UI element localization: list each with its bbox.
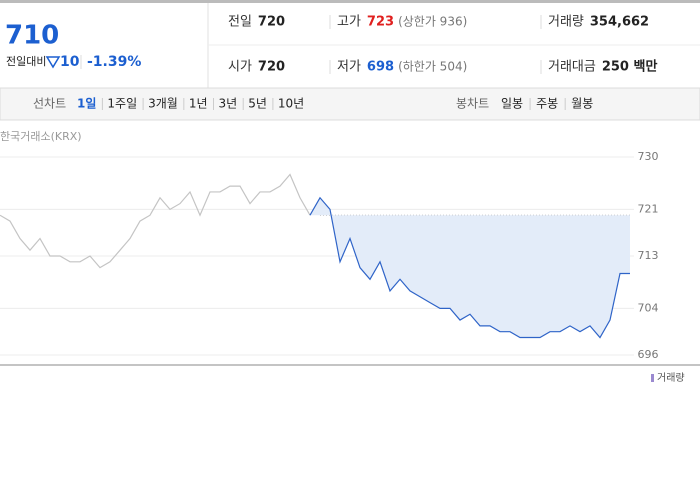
down-icon: [45, 56, 61, 69]
stat-label: 고가: [337, 15, 361, 30]
tab[interactable]: 주봉: [536, 97, 558, 111]
change-label: 전일대비: [6, 54, 46, 68]
y-tick-label: 730: [638, 150, 659, 163]
price-line: [0, 173, 311, 269]
tab[interactable]: 일봉: [501, 97, 523, 111]
legend-swatch: [651, 374, 654, 382]
stat-value: 354,662: [590, 15, 649, 30]
stat-label: 전일: [228, 15, 252, 30]
tab[interactable]: 3년: [219, 97, 238, 111]
stat-value: 720: [258, 15, 285, 30]
stat-value: 720: [258, 60, 285, 75]
tab-group-label: 봉차트: [456, 97, 489, 111]
y-tick-label: 704: [638, 301, 659, 314]
tab[interactable]: 1년: [189, 97, 208, 111]
tab-group-label: 선차트: [33, 97, 66, 111]
stat-note: (상한가 936): [398, 15, 467, 29]
tab-bar: [0, 87, 700, 121]
y-tick-label: 696: [638, 348, 659, 361]
tab[interactable]: 10년: [278, 97, 304, 111]
change: 10: [60, 54, 80, 70]
tab[interactable]: 3개월: [148, 97, 178, 111]
stat-value: 250 백만: [602, 59, 658, 75]
stat-label: 거래대금: [548, 60, 596, 75]
stat-label: 저가: [337, 60, 361, 75]
stat-value: 723: [367, 15, 394, 30]
stat-note: (하한가 504): [398, 60, 467, 74]
tab[interactable]: 5년: [248, 97, 267, 111]
price-line: [309, 196, 630, 339]
tab[interactable]: 1주일: [107, 97, 137, 111]
change-rate: -1.39%: [87, 54, 141, 70]
tab[interactable]: 월봉: [571, 97, 593, 111]
legend-label: 거래량: [657, 372, 685, 384]
price: 710: [5, 21, 59, 51]
y-tick-label: 721: [638, 202, 659, 215]
tab[interactable]: 1일: [77, 97, 96, 111]
stat-label: 거래량: [548, 15, 584, 30]
stat-value: 698: [367, 60, 394, 75]
top-border: [0, 0, 700, 3]
area: [310, 197, 630, 338]
source: 한국거래소(KRX): [0, 130, 82, 143]
stat-label: 시가: [228, 60, 252, 75]
y-tick-label: 713: [638, 249, 659, 262]
